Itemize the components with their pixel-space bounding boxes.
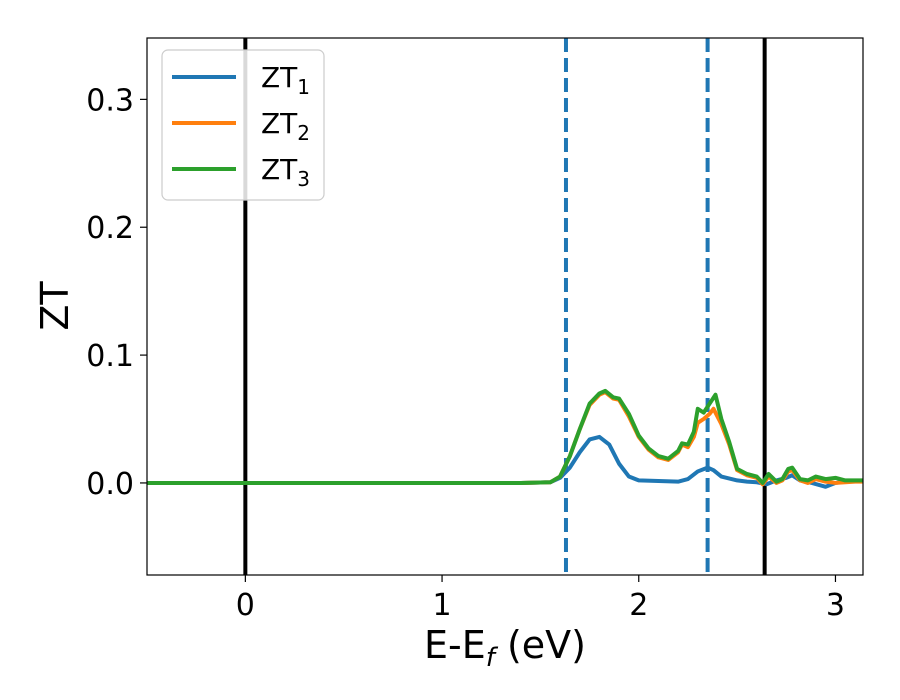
x-axis-label: E-Ef (eV) [424,623,586,673]
x-tick-label: 3 [826,588,845,623]
legend-label-zt2: ZT2 [261,107,310,145]
x-axis: 0 1 2 3 [236,575,845,623]
series-layer [147,388,863,489]
legend: ZT1 ZT2 ZT3 [161,49,325,201]
y-tick-label: 0.0 [86,467,134,502]
y-tick-label: 0.2 [86,211,134,246]
plot-frame [146,37,864,576]
y-tick-label: 0.3 [86,83,134,118]
y-tick-label: 0.1 [86,339,134,374]
series-line-zt3 [147,388,863,485]
y-axis-label: ZT [33,281,77,331]
y-axis: 0.0 0.1 0.2 0.3 [86,83,147,502]
x-tick-label: 2 [629,588,648,623]
x-tick-label: 1 [433,588,452,623]
legend-label-zt3: ZT3 [261,153,310,191]
legend-box [161,49,325,201]
legend-label-zt1: ZT1 [261,61,310,99]
x-tick-label: 0 [236,588,255,623]
